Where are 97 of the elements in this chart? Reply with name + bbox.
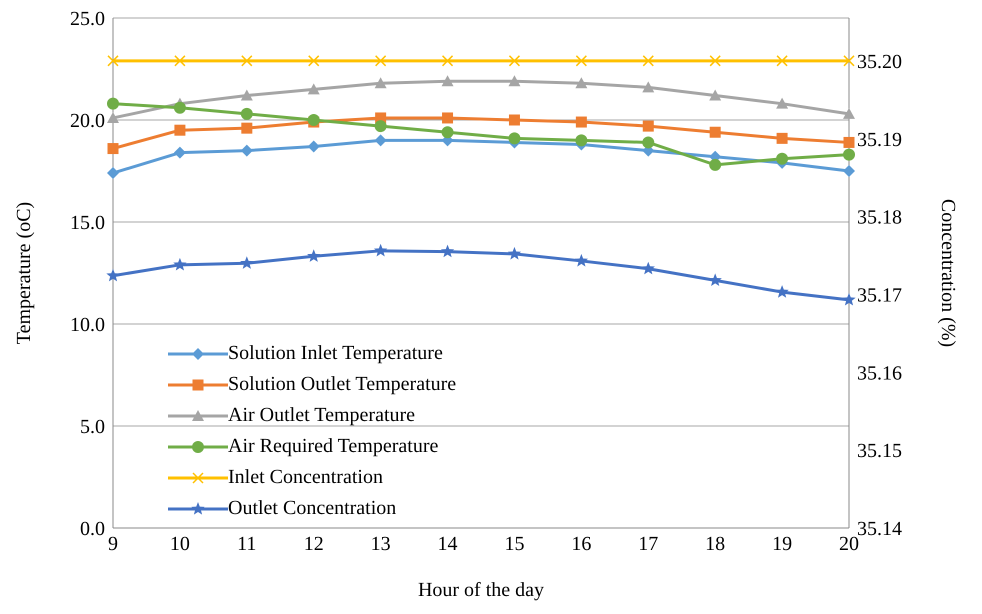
point: [575, 134, 588, 146]
point: [108, 143, 118, 154]
point: [173, 258, 187, 270]
point: [174, 55, 186, 67]
point: [107, 112, 119, 123]
point: [240, 108, 253, 120]
point: [775, 285, 789, 298]
point: [174, 102, 186, 114]
point: [508, 75, 520, 86]
x-tick-label: 17: [638, 533, 658, 556]
point: [308, 55, 320, 67]
point: [843, 108, 855, 119]
legend-label: Outlet Concentration: [228, 497, 396, 520]
point: [776, 98, 788, 109]
point: [240, 90, 253, 101]
point: [174, 146, 186, 159]
point: [442, 126, 454, 138]
point: [107, 98, 119, 110]
x-tick-label: 19: [772, 533, 792, 556]
point: [241, 55, 253, 67]
point: [844, 136, 854, 148]
point: [575, 77, 588, 88]
point: [442, 112, 454, 124]
point: [374, 134, 387, 146]
x-tick-label: 16: [571, 533, 592, 556]
point: [508, 55, 520, 67]
y2-tick-label: 35.20: [857, 50, 902, 73]
point: [642, 81, 654, 92]
legend-label: Air Outlet Temperature: [228, 404, 416, 427]
point: [106, 268, 120, 282]
point: [574, 254, 588, 267]
y-tick-label: 10.0: [70, 314, 105, 336]
x-tick-label: 9: [108, 533, 118, 556]
point: [508, 114, 520, 126]
point: [442, 75, 454, 86]
point: [642, 136, 654, 148]
point: [709, 158, 722, 171]
x-tick-label: 13: [370, 533, 391, 556]
point: [374, 120, 387, 132]
point: [308, 114, 320, 126]
point: [241, 122, 252, 134]
point: [508, 132, 520, 144]
point: [240, 144, 253, 157]
point: [374, 244, 388, 256]
point: [576, 55, 588, 67]
x-tick-label: 15: [504, 533, 524, 556]
point: [240, 256, 254, 269]
point: [776, 132, 788, 144]
point: [374, 77, 387, 88]
x-tick-label: 18: [705, 533, 726, 556]
point: [107, 55, 119, 67]
point: [843, 165, 855, 177]
y-axis-title: Temperature (oC): [13, 202, 36, 344]
x-tick-label: 14: [438, 533, 458, 556]
point: [374, 55, 386, 67]
point: [842, 292, 856, 306]
point: [308, 83, 320, 94]
point: [440, 244, 454, 258]
point: [308, 140, 320, 153]
y-tick-label: 0.0: [80, 518, 105, 540]
y2-tick-label: 35.14: [857, 518, 902, 540]
x-tick-label: 10: [170, 533, 190, 556]
point: [708, 273, 722, 286]
y2-tick-label: 35.15: [857, 440, 902, 462]
x-tick-label: 20: [839, 533, 859, 556]
point: [642, 120, 654, 132]
x-axis-title: Hour of the day: [418, 579, 544, 601]
point: [642, 262, 655, 274]
y2-tick-label: 35.17: [857, 284, 902, 307]
x-tick-label: 12: [304, 533, 324, 556]
point: [710, 126, 721, 138]
point: [107, 167, 119, 180]
point: [709, 90, 722, 101]
legend-label: Solution Inlet Temperature: [228, 342, 443, 365]
legend-label: Inlet Concentration: [228, 466, 383, 489]
y-tick-label: 20.0: [70, 110, 105, 132]
point: [843, 55, 855, 67]
point: [642, 55, 654, 67]
y2-tick-label: 35.16: [857, 362, 902, 384]
point: [709, 55, 721, 67]
point: [576, 116, 587, 128]
y-tick-label: 15.0: [70, 212, 105, 234]
y-tick-label: 5.0: [80, 416, 105, 438]
y-tick-label: 25.0: [70, 8, 105, 30]
point: [442, 55, 454, 67]
point: [508, 246, 522, 260]
legend-label: Air Required Temperature: [228, 435, 438, 458]
legend-label: Solution Outlet Temperature: [228, 373, 456, 396]
y2-axis-title: Concentration (%): [936, 198, 959, 348]
point: [307, 249, 320, 262]
point: [776, 152, 788, 165]
point: [776, 55, 788, 67]
y2-tick-label: 35.19: [857, 128, 902, 151]
point: [174, 124, 186, 136]
x-tick-label: 11: [237, 533, 256, 556]
y2-tick-label: 35.18: [857, 206, 902, 229]
point: [843, 148, 855, 161]
